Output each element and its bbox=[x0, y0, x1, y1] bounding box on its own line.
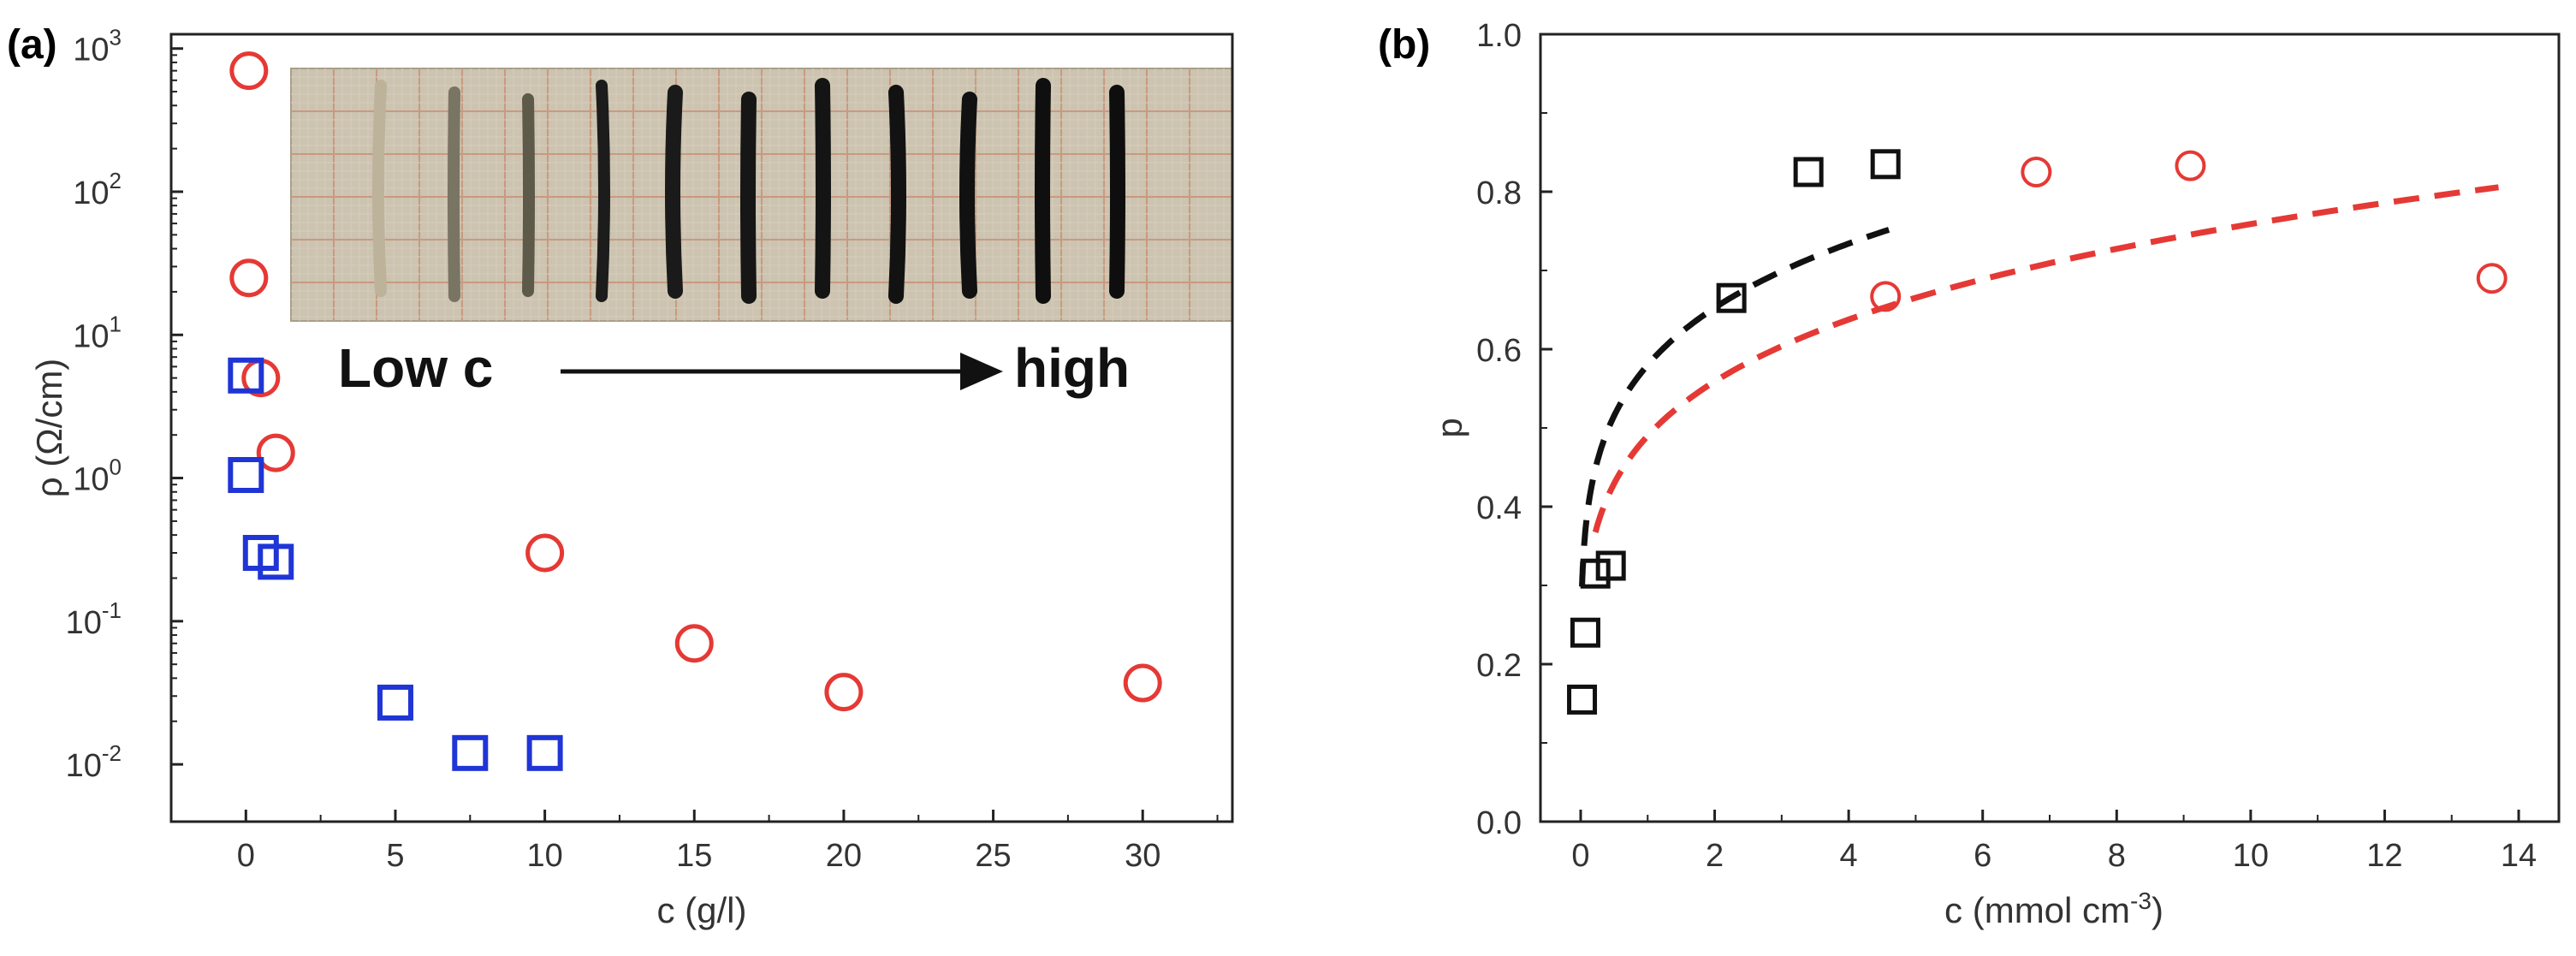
b-marks bbox=[1567, 149, 2508, 715]
a-y-tick-base: 10 bbox=[73, 175, 109, 211]
panel-a: (a) Low c high 0 5 10 15 20 25 3010-210-110010… bbox=[7, 22, 1234, 930]
a-circle-point bbox=[229, 51, 269, 91]
a-square-point bbox=[526, 734, 563, 771]
b-x-axis-label-sup: -3 bbox=[2130, 888, 2152, 914]
panel-a-label: (a) bbox=[7, 22, 57, 68]
a-x-tick-label: 20 bbox=[826, 838, 862, 874]
inset-sample-strip bbox=[1035, 78, 1051, 304]
b-y-tick-label: 0.8 bbox=[1476, 175, 1522, 211]
b-ticks: 0 2 4 6 8 10 12 14 0.0 0.2 0.4 0.6 0.8 1.0 bbox=[1476, 18, 2537, 874]
a-square-point bbox=[377, 684, 413, 721]
a-y-tick-base: 10 bbox=[66, 605, 102, 641]
a-y-tick-label: 100 bbox=[73, 454, 122, 498]
inset-sample-strip bbox=[596, 80, 610, 302]
a-circle-point bbox=[525, 533, 565, 573]
panel-b-label: (b) bbox=[1378, 22, 1430, 68]
b-fits bbox=[1579, 184, 2499, 588]
b-square-point bbox=[1793, 157, 1824, 187]
inset-arrow-head bbox=[960, 353, 1003, 390]
b-x-axis-label-text: c (mmol cm bbox=[1944, 890, 2130, 930]
b-fit-curve bbox=[1592, 184, 2499, 534]
inset-sample-strip bbox=[372, 80, 387, 297]
inset-sample-strip bbox=[888, 85, 906, 304]
a-square-point bbox=[228, 357, 264, 394]
b-x-axis-label: c (mmol cm-3) bbox=[1944, 888, 2163, 930]
b-circle-point bbox=[1870, 281, 1902, 312]
a-square-point bbox=[452, 734, 489, 771]
inset-low-label: Low c bbox=[338, 337, 493, 399]
plot-area-a bbox=[169, 33, 1234, 823]
b-y-tick-label: 0.0 bbox=[1476, 805, 1522, 841]
b-square-point bbox=[1870, 149, 1901, 180]
a-y-tick-base: 10 bbox=[73, 33, 109, 68]
b-x-tick-label: 14 bbox=[2501, 838, 2537, 874]
a-circle-point bbox=[1123, 663, 1162, 703]
a-y-tick-exponent: -2 bbox=[102, 740, 122, 766]
a-x-tick-label: 30 bbox=[1125, 838, 1160, 874]
a-circle-point bbox=[256, 433, 295, 472]
b-y-axis-label: p bbox=[1429, 418, 1469, 437]
b-y-tick-label: 0.6 bbox=[1476, 333, 1522, 369]
b-square-point bbox=[1570, 617, 1600, 648]
inset-high-label: high bbox=[1014, 337, 1130, 399]
a-y-tick-exponent: 2 bbox=[110, 168, 122, 193]
b-x-tick-label: 0 bbox=[1571, 838, 1589, 874]
b-circle-point bbox=[2476, 263, 2508, 294]
inset-sample-strip bbox=[1109, 85, 1125, 299]
a-circle-point bbox=[674, 624, 714, 663]
a-y-tick-exponent: 0 bbox=[110, 454, 122, 480]
b-circle-point bbox=[2021, 157, 2052, 187]
b-y-tick-label: 0.4 bbox=[1476, 490, 1522, 526]
panel-b: (b) 0 2 4 6 8 10 12 14 0.0 0.2 0.4 0.6 0.8 1.0 c (mmo… bbox=[1378, 18, 2561, 930]
a-x-tick-label: 15 bbox=[676, 838, 712, 874]
inset-sample-strip bbox=[522, 93, 535, 297]
b-fit-curve bbox=[1579, 227, 1890, 588]
b-square-point bbox=[1595, 550, 1626, 581]
a-y-axis-label: ρ (Ω/cm) bbox=[29, 359, 69, 498]
a-x-tick-label: 10 bbox=[526, 838, 562, 874]
inset-sample-strip bbox=[665, 85, 683, 299]
b-x-tick-label: 10 bbox=[2233, 838, 2269, 874]
a-y-tick-label: 101 bbox=[73, 311, 122, 354]
a-y-tick-base: 10 bbox=[66, 748, 102, 784]
a-circle-point bbox=[824, 673, 864, 712]
b-y-tick-label: 0.2 bbox=[1476, 648, 1522, 684]
a-y-tick-exponent: 1 bbox=[110, 311, 122, 336]
a-marks bbox=[228, 51, 1162, 771]
a-y-tick-base: 10 bbox=[73, 318, 109, 354]
inset-sample-strip bbox=[815, 78, 831, 299]
inset-photo bbox=[290, 68, 1233, 322]
b-square-point bbox=[1567, 684, 1598, 715]
b-x-tick-label: 8 bbox=[2108, 838, 2126, 874]
a-square-point bbox=[258, 543, 294, 580]
b-x-tick-label: 6 bbox=[1974, 838, 1991, 874]
b-x-tick-label: 4 bbox=[1840, 838, 1858, 874]
plot-area-b bbox=[1539, 33, 2561, 823]
b-x-axis-label-end: ) bbox=[2152, 890, 2163, 930]
a-x-tick-label: 5 bbox=[386, 838, 404, 874]
a-y-tick-exponent: 3 bbox=[110, 25, 122, 50]
a-y-tick-label: 102 bbox=[73, 168, 122, 211]
b-circle-point bbox=[2175, 150, 2206, 181]
a-y-tick-label: 10-2 bbox=[66, 740, 122, 784]
inset-sample-strip bbox=[740, 92, 757, 304]
a-y-tick-label: 103 bbox=[73, 25, 122, 68]
b-square-point bbox=[1716, 282, 1747, 313]
a-x-tick-label: 0 bbox=[237, 838, 255, 874]
a-y-tick-exponent: -1 bbox=[102, 597, 122, 623]
inset-sample-strip bbox=[959, 92, 977, 299]
a-x-tick-label: 25 bbox=[975, 838, 1011, 874]
a-x-axis-label: c (g/l) bbox=[657, 890, 747, 930]
a-y-tick-label: 10-1 bbox=[66, 597, 122, 641]
b-x-tick-label: 2 bbox=[1706, 838, 1724, 874]
inset-samples bbox=[372, 78, 1125, 304]
a-y-tick-base: 10 bbox=[73, 462, 109, 498]
b-square-point bbox=[1580, 558, 1611, 589]
a-square-point bbox=[228, 457, 264, 494]
b-x-tick-label: 12 bbox=[2366, 838, 2402, 874]
b-y-tick-label: 1.0 bbox=[1476, 18, 1522, 54]
a-circle-point bbox=[229, 258, 269, 298]
